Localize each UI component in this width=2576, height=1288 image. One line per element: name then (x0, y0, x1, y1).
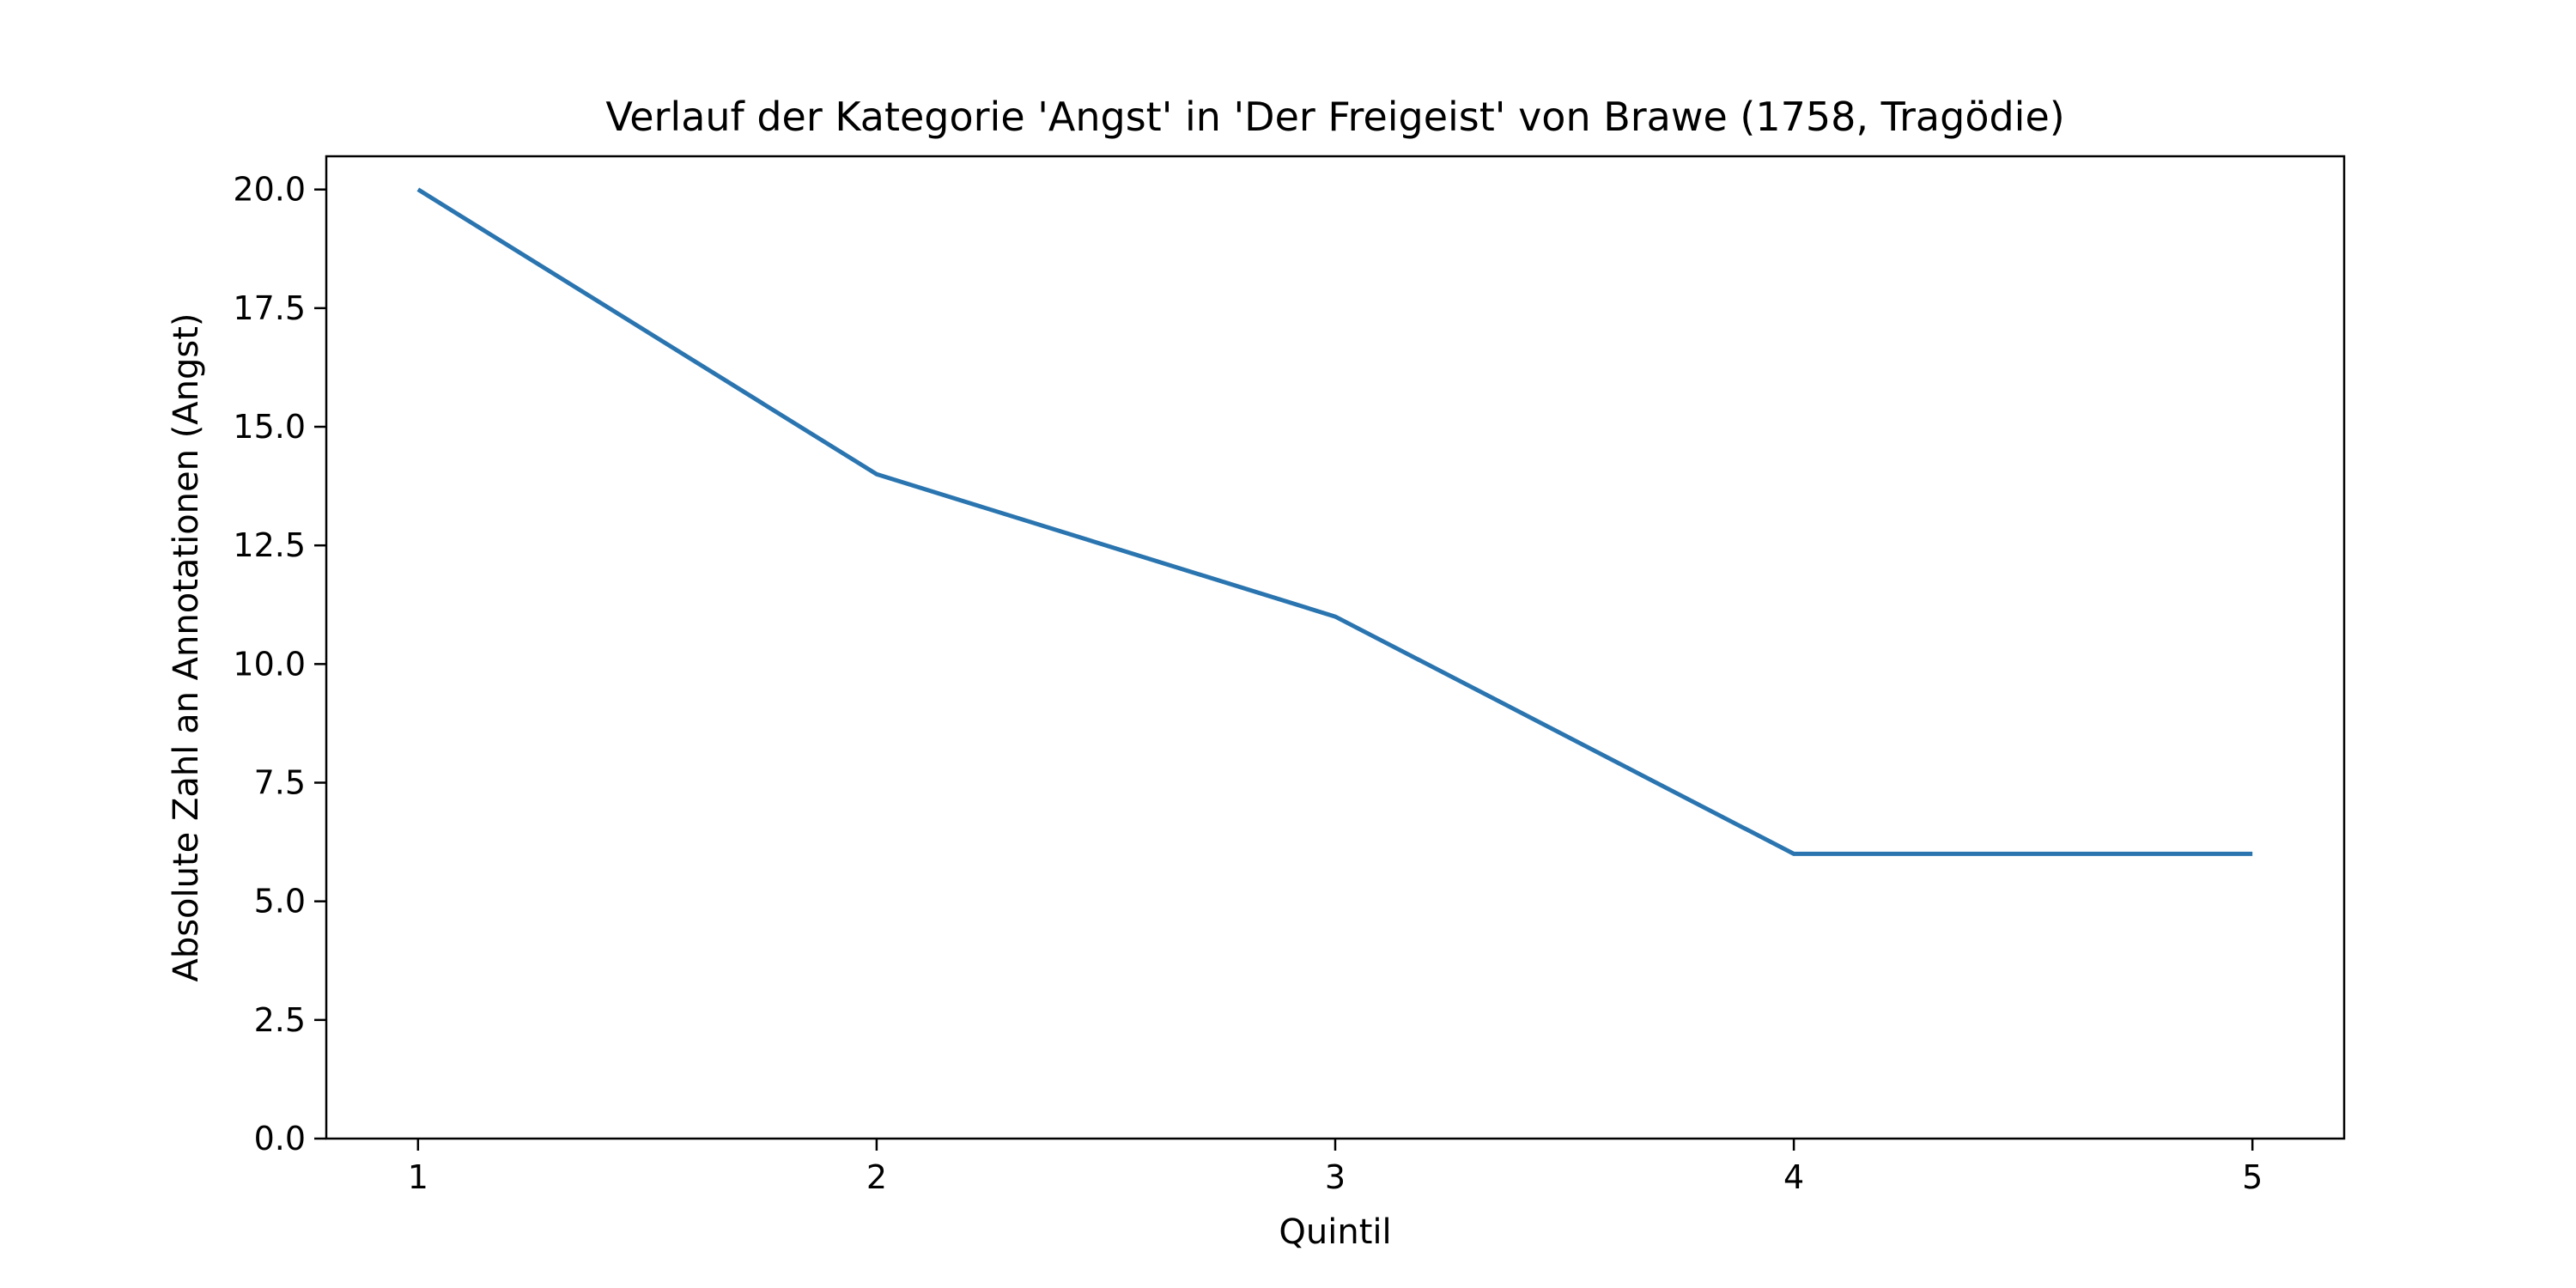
y-tick-label: 7.5 (254, 764, 306, 802)
plot-frame (325, 155, 2346, 1140)
x-tick-label: 4 (1783, 1158, 1804, 1196)
x-tick-label: 2 (866, 1158, 887, 1196)
y-tick-label: 2.5 (254, 1001, 306, 1039)
y-tick-label: 17.5 (233, 289, 306, 327)
y-tick-label: 5.0 (254, 883, 306, 920)
y-tick-label: 12.5 (233, 526, 306, 564)
x-tick-label: 3 (1325, 1158, 1346, 1196)
x-axis-ticks: 1 2 3 4 5 (408, 1139, 2263, 1196)
y-tick-label: 15.0 (233, 408, 306, 446)
y-tick-label: 10.0 (233, 645, 306, 683)
series-line (416, 187, 2253, 856)
y-axis-ticks: 0.0 2.5 5.0 7.5 10.0 12.5 15.0 17.5 20.0 (233, 171, 326, 1157)
x-tick-label: 5 (2242, 1158, 2263, 1196)
series-group (416, 187, 2253, 856)
y-axis-label: Absolute Zahl an Annotationen (Angst) (167, 313, 206, 981)
x-axis-label: Quintil (1279, 1212, 1391, 1252)
y-tick-label: 0.0 (254, 1120, 306, 1157)
chart-title: Verlauf der Kategorie 'Angst' in 'Der Fr… (605, 94, 2064, 140)
x-tick-label: 1 (408, 1158, 428, 1196)
y-tick-label: 20.0 (233, 171, 306, 209)
